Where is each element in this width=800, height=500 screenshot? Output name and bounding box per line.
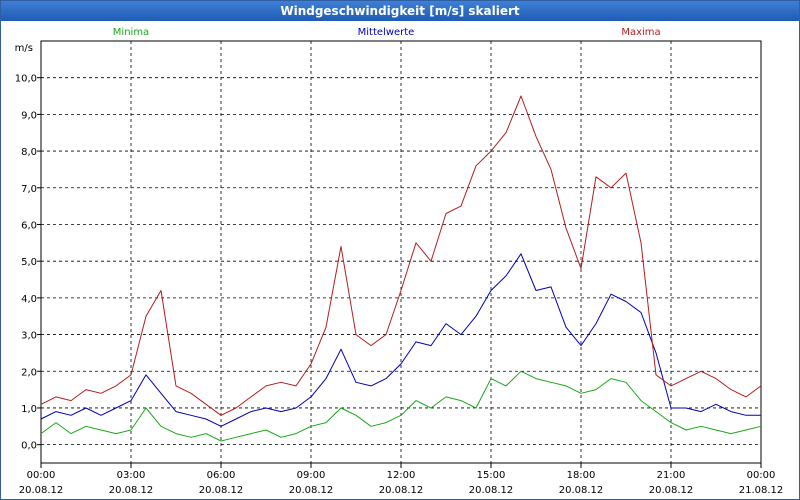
x-tick-date-label: 20.08.12 bbox=[109, 485, 154, 496]
legend-entry-minima: Minima bbox=[113, 27, 149, 38]
y-tick-label: 4,0 bbox=[21, 294, 37, 305]
y-tick-label: 5,0 bbox=[21, 257, 37, 268]
y-tick-label: 0,0 bbox=[21, 441, 37, 452]
x-tick-time-label: 00:00 bbox=[27, 470, 56, 481]
line-chart: 0,0 1,0 2,0 3,0 4,0 5,0 6,0 7,0 8,0 9,0 10,0 m/s 00:… bbox=[15, 27, 784, 496]
x-tick-time-label: 03:00 bbox=[117, 470, 146, 481]
series-line-mittelwerte bbox=[40, 253, 761, 427]
x-tick-date-label: 20.08.12 bbox=[289, 485, 334, 496]
x-tick-date-label: 21.08.12 bbox=[739, 485, 784, 496]
x-tick-time-label: 06:00 bbox=[207, 470, 236, 481]
x-tick-time-label: 15:00 bbox=[477, 470, 506, 481]
y-tick-label: 10,0 bbox=[15, 74, 37, 85]
x-tick-date-label: 20.08.12 bbox=[469, 485, 514, 496]
x-tick-date-label: 20.08.12 bbox=[559, 485, 604, 496]
x-tick-date-label: 20.08.12 bbox=[649, 485, 694, 496]
x-tick-time-label: 18:00 bbox=[567, 470, 596, 481]
y-tick-label: 1,0 bbox=[21, 404, 37, 415]
x-tick-time-label: 00:00 bbox=[747, 470, 776, 481]
x-tick-date-label: 20.08.12 bbox=[379, 485, 424, 496]
y-tick-label: 9,0 bbox=[21, 110, 37, 121]
x-tick-time-label: 12:00 bbox=[387, 470, 416, 481]
y-tick-label: 2,0 bbox=[21, 367, 37, 378]
y-axis-label: m/s bbox=[15, 43, 33, 54]
legend-entry-mittelwerte: Mittelwerte bbox=[358, 27, 415, 38]
y-tick-label: 8,0 bbox=[21, 147, 37, 158]
x-tick-date-label: 20.08.12 bbox=[19, 485, 64, 496]
window-title: Windgeschwindigkeit [m/s] skaliert bbox=[1, 1, 799, 21]
y-tick-label: 6,0 bbox=[21, 220, 37, 231]
series-line-minima bbox=[40, 370, 762, 442]
y-tick-label: 3,0 bbox=[21, 331, 37, 342]
series-line-maxima bbox=[40, 95, 762, 416]
legend-entry-maxima: Maxima bbox=[621, 27, 660, 38]
x-tick-time-label: 21:00 bbox=[657, 470, 686, 481]
x-tick-time-label: 09:00 bbox=[297, 470, 326, 481]
x-tick-date-label: 20.08.12 bbox=[199, 485, 244, 496]
y-tick-label: 7,0 bbox=[21, 184, 37, 195]
